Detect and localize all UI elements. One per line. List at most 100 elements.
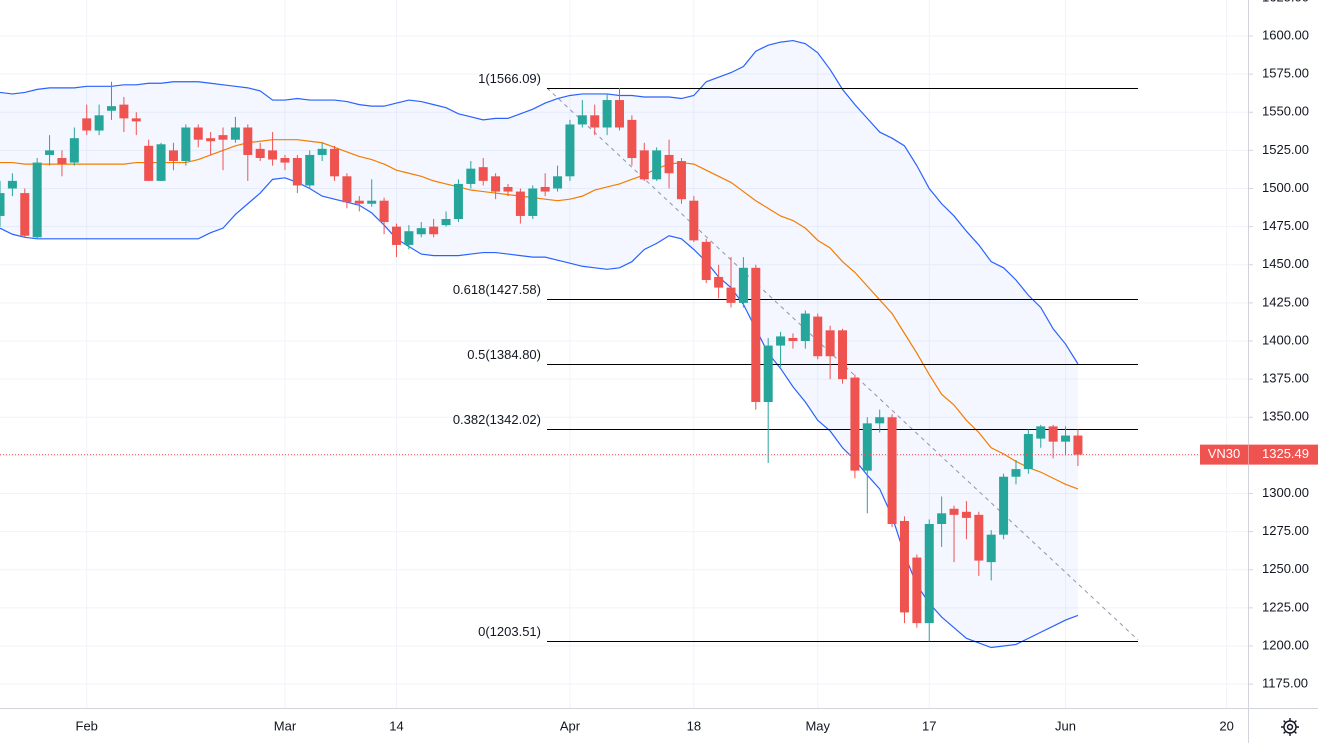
y-tick-label: 1200.00: [1262, 637, 1309, 652]
candle-body: [131, 118, 141, 122]
candle-body: [491, 176, 501, 192]
y-tick-label: 1600.00: [1262, 27, 1309, 42]
candle-body: [664, 154, 674, 174]
candle-body: [0, 193, 5, 216]
candle-body: [32, 162, 42, 238]
candle-body: [280, 158, 290, 163]
fib-label: 0(1203.51): [478, 624, 541, 639]
candle-body: [862, 423, 872, 471]
candle-body: [1036, 426, 1046, 439]
x-tick-label: Mar: [274, 718, 297, 733]
candle-body: [1023, 434, 1033, 470]
last-price-value: 1325.49: [1262, 446, 1309, 461]
candle-body: [330, 148, 340, 177]
candle-body: [751, 267, 761, 402]
candle-body: [416, 228, 426, 235]
candle-body: [726, 287, 736, 303]
y-tick-label: 1450.00: [1262, 256, 1309, 271]
candle-body: [974, 514, 984, 561]
candle-body: [899, 520, 909, 613]
x-tick-label: 18: [687, 718, 701, 733]
y-tick-label: 1350.00: [1262, 409, 1309, 424]
candle-body: [701, 241, 711, 281]
candle-body: [999, 476, 1009, 535]
candle-body: [912, 557, 922, 624]
settings-button[interactable]: [1281, 718, 1299, 736]
candle-body: [590, 115, 600, 128]
candle-body: [627, 119, 637, 159]
candle-body: [676, 161, 686, 200]
y-tick-label: 1250.00: [1262, 561, 1309, 576]
candle-body: [875, 417, 885, 424]
candle-body: [317, 148, 327, 155]
upper-band: [0, 39, 1079, 365]
candle-body: [230, 127, 240, 140]
x-tick-label: 17: [922, 718, 936, 733]
candle-body: [850, 377, 860, 471]
candle-body: [441, 219, 451, 226]
candle-body: [478, 167, 488, 181]
y-tick-label: 1400.00: [1262, 332, 1309, 347]
candle-body: [69, 138, 79, 163]
band-basis: [0, 139, 1079, 490]
gear-hub: [1286, 723, 1294, 731]
candle-body: [986, 534, 996, 563]
candle-body: [1061, 435, 1071, 442]
y-tick-label: 1575.00: [1262, 66, 1309, 81]
candle-body: [1073, 435, 1083, 455]
y-tick-label: 1175.00: [1262, 676, 1308, 691]
candle-body: [528, 188, 538, 216]
band-fill: [0, 40, 1078, 648]
candle-body: [181, 127, 191, 162]
x-tick-label: Feb: [76, 718, 98, 733]
gear-ring: [1283, 720, 1297, 734]
candle-body: [652, 150, 662, 180]
fib-label: 1(1566.09): [478, 71, 541, 86]
candle-body: [379, 200, 389, 223]
y-tick-label: 1625.00: [1262, 0, 1309, 4]
y-tick-label: 1225.00: [1262, 599, 1309, 614]
gear-teeth: [1281, 718, 1299, 736]
x-tick-label: Apr: [560, 718, 581, 733]
candle-body: [788, 337, 798, 341]
candle-body: [503, 186, 513, 192]
candle-body: [961, 511, 971, 518]
candle-body: [602, 100, 612, 128]
candle-body: [57, 158, 67, 165]
candle-body: [949, 508, 959, 515]
candle-body: [193, 127, 203, 140]
candle-body: [1048, 426, 1058, 442]
candle-body: [689, 200, 699, 241]
candle-body: [144, 145, 154, 181]
candle-body: [119, 104, 129, 119]
candle-body: [354, 200, 364, 204]
candle-body: [838, 330, 848, 380]
candle-body: [45, 150, 55, 155]
candle-body: [453, 183, 463, 220]
candle-body: [268, 150, 278, 160]
plot-area: 1(1566.09) 0.618(1427.58) 0.5(1384.80) 0.38…: [0, 39, 1248, 649]
last-price-name: VN30: [1208, 446, 1241, 461]
candle-body: [1011, 469, 1021, 477]
candle-body: [776, 336, 786, 346]
y-tick-label: 1500.00: [1262, 180, 1309, 195]
candle-body: [515, 191, 525, 216]
candle-body: [404, 231, 414, 245]
candle-body: [615, 100, 624, 128]
candle-body: [305, 154, 315, 186]
candle-body: [206, 138, 216, 142]
y-tick-label: 1375.00: [1262, 371, 1309, 386]
trend-line: [546, 87, 1139, 641]
x-tick-label: 14: [389, 718, 403, 733]
fib-label: 0.618(1427.58): [453, 282, 541, 297]
grid: [0, 0, 1248, 708]
last-price-badge: [1200, 444, 1318, 465]
candle-body: [342, 176, 352, 203]
x-tick-label: Jun: [1055, 718, 1076, 733]
candle-body: [429, 226, 439, 235]
candle-body: [391, 226, 401, 245]
candle-body: [553, 176, 563, 189]
candle-body: [156, 144, 166, 181]
candle-body: [218, 135, 228, 140]
